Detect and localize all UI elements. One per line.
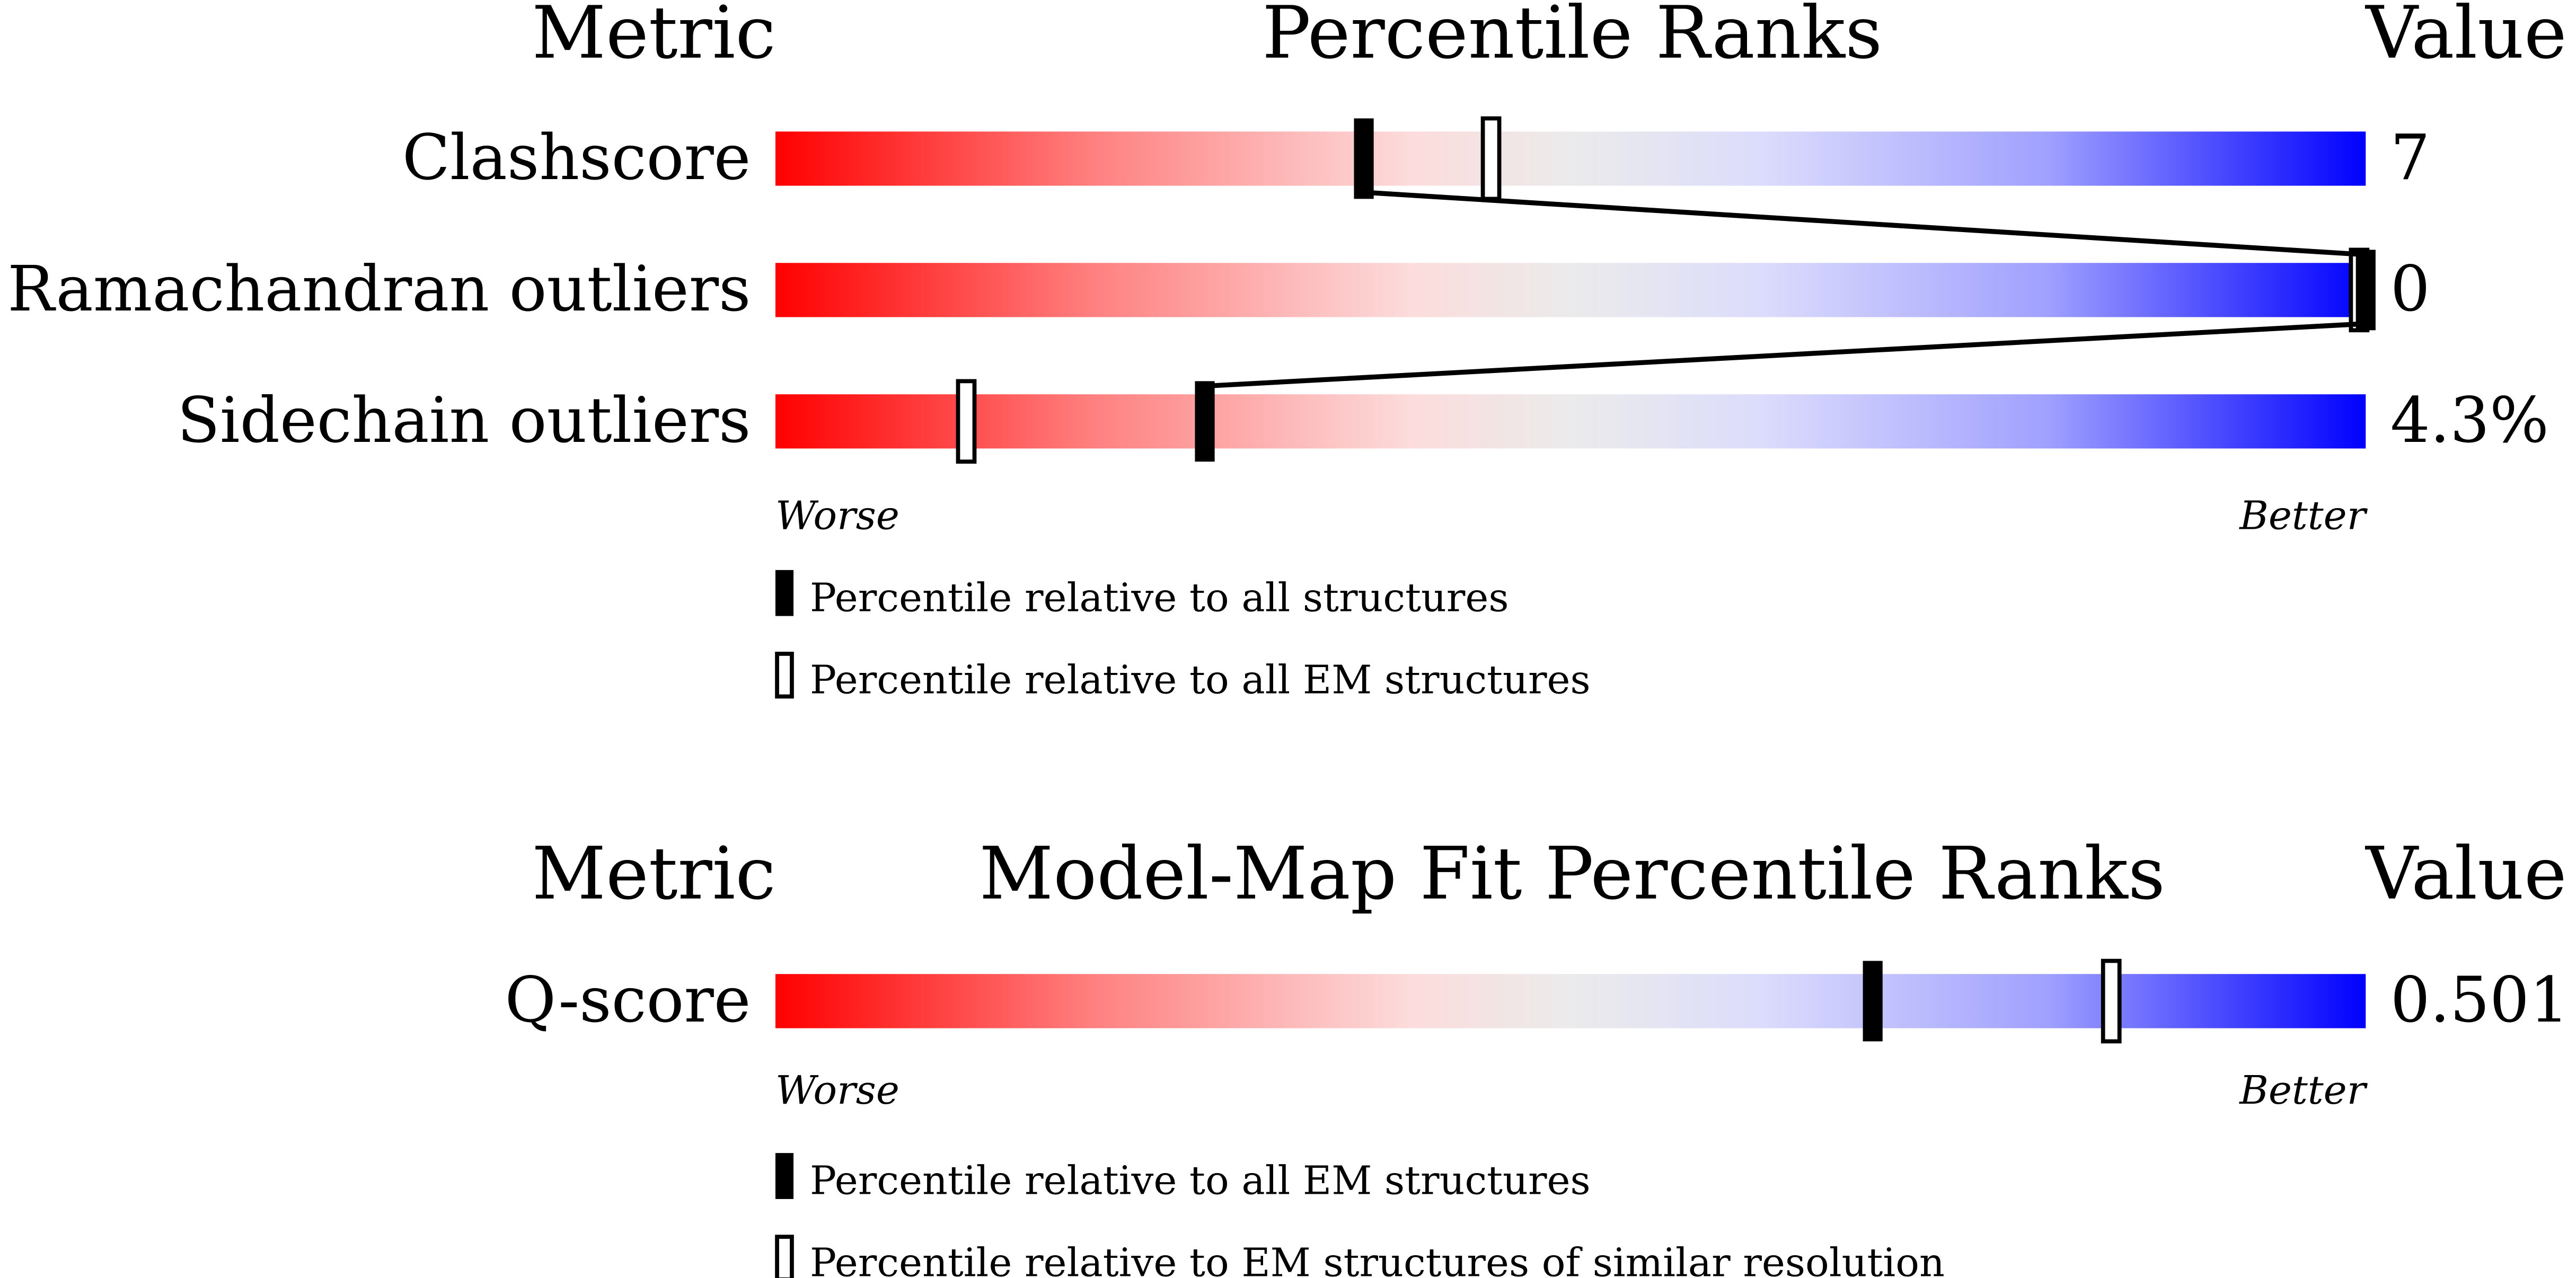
percentile-marker-open [2101,958,2122,1044]
percentile-marker-open [1480,116,1502,201]
section-2: Metric Model-Map Fit Percentile Ranks Valu… [505,832,2569,1278]
connector-line [1204,321,2366,389]
metric-header: Metric [532,0,775,75]
legend-label: Percentile relative to EM structures of … [810,1240,1945,1278]
legend-marker-open [775,652,794,699]
metric-label: Ramachandran outliers [7,253,751,325]
chart-title: Model-Map Fit Percentile Ranks [980,832,2165,916]
value-header: Value [2365,0,2566,75]
metric-value: 0 [2390,253,2430,325]
metric-row: Clashscore 7 [402,116,2430,201]
percentile-marker-filled [1863,961,1883,1042]
legend-marker-open [775,1235,794,1278]
percentile-marker-open [956,379,977,464]
metric-label: Clashscore [402,121,751,194]
percentile-marker-filled [1354,118,1374,199]
metric-header: Metric [532,832,775,916]
legend-marker-filled [775,1153,794,1199]
percentile-bar [775,394,2366,449]
worse-label: Worse [775,492,899,538]
better-label: Better [2238,1067,2368,1113]
legend-label: Percentile relative to all structures [810,574,1509,620]
legend-label: Percentile relative to all EM structures [810,656,1591,703]
metric-row: Ramachandran outliers 0 [7,247,2430,333]
legend-item: Percentile relative to all structures [775,570,1509,620]
metric-value: 7 [2390,121,2430,194]
chart-title: Percentile Ranks [1262,0,1882,75]
legend-marker-filled [775,570,794,616]
better-label: Better [2238,492,2368,538]
metric-label: Sidechain outliers [177,384,751,457]
metric-value: 0.501 [2390,964,2569,1036]
percentile-bar [775,263,2366,317]
section-1: Metric Percentile Ranks Value Clashscore 7 Ra… [7,0,2567,703]
percentile-marker-filled [1195,381,1215,462]
percentile-bar [775,974,2366,1028]
metric-row: Sidechain outliers 4.3% [177,379,2549,464]
metric-label: Q-score [505,964,751,1036]
metric-row: Q-score 0.501 [505,958,2569,1044]
connector-line [1363,190,2366,258]
metric-value: 4.3% [2390,384,2549,457]
legend-item: Percentile relative to all EM structures [775,652,1591,703]
legend-label: Percentile relative to all EM structures [810,1158,1591,1204]
percentile-bar [775,131,2366,186]
percentile-marker-filled [2356,250,2376,331]
legend-item: Percentile relative to EM structures of … [775,1235,1945,1278]
value-header: Value [2365,832,2566,916]
legend-item: Percentile relative to all EM structures [775,1153,1591,1204]
worse-label: Worse [775,1067,899,1113]
